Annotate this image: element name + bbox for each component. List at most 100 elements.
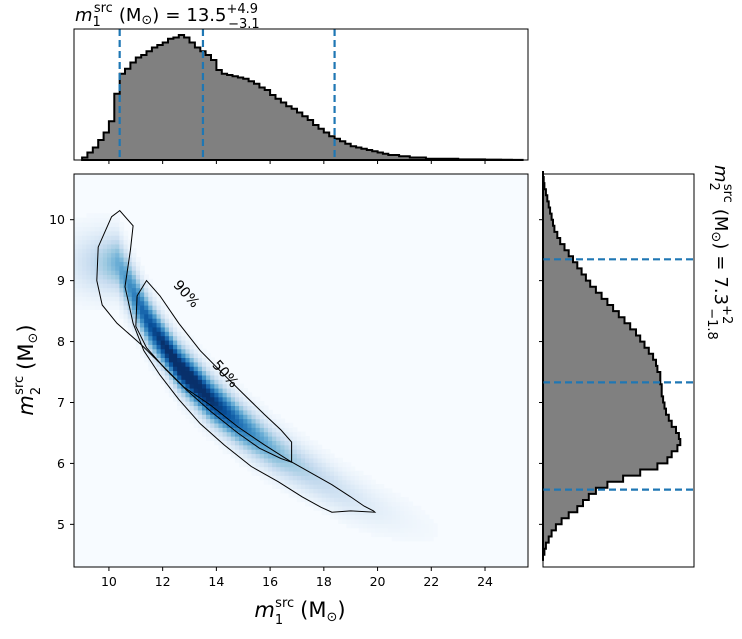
heat-cell: [222, 418, 228, 424]
heat-cell: [313, 462, 319, 468]
heat-cell: [400, 505, 405, 511]
heat-cell: [102, 291, 108, 297]
heat-cell: [239, 453, 244, 459]
heat-cell: [301, 488, 306, 494]
heat-cell: [197, 405, 203, 411]
heat-cell: [78, 300, 83, 306]
heat-cell: [160, 379, 166, 385]
heat-cell: [408, 501, 414, 507]
heat-cell: [239, 401, 244, 407]
heat-cell: [288, 479, 294, 485]
heat-cell: [210, 422, 215, 428]
heat-cell: [90, 296, 96, 302]
heat-cell: [82, 252, 87, 258]
heat-cell: [412, 518, 418, 524]
heat-cell: [230, 418, 236, 424]
heat-cell: [127, 239, 133, 245]
heat-cell: [102, 287, 108, 293]
heat-cell: [123, 230, 129, 236]
heat-cell: [119, 239, 125, 245]
heat-cell: [164, 379, 170, 385]
heat-cell: [247, 444, 253, 450]
heat-cell: [185, 357, 191, 363]
heat-cell: [263, 479, 269, 485]
heat-cell: [90, 265, 96, 271]
heat-cell: [292, 462, 298, 468]
heat-cell: [267, 470, 273, 476]
heat-cell: [123, 296, 129, 302]
heat-cell: [379, 527, 385, 533]
heat-cell: [296, 462, 302, 468]
heat-cell: [362, 497, 368, 503]
heat-cell: [168, 392, 174, 398]
heat-cell: [98, 213, 104, 219]
heat-cell: [185, 366, 191, 372]
heat-cell: [94, 287, 100, 293]
heat-cell: [391, 514, 397, 520]
heat-cell: [201, 405, 207, 411]
heat-cell: [156, 296, 162, 302]
heat-cell: [387, 527, 393, 533]
heat-cell: [115, 217, 120, 223]
heat-cell: [358, 518, 364, 524]
heat-cell: [193, 414, 199, 420]
heat-cell: [292, 436, 298, 441]
y-axis-label: m2src(M⊙): [12, 324, 44, 415]
heat-cell: [107, 226, 112, 232]
heat-cell: [111, 278, 116, 284]
heat-cell: [111, 226, 116, 232]
heat-cell: [173, 348, 178, 354]
heat-cell: [342, 475, 347, 481]
heat-cell: [94, 230, 100, 236]
heat-cell: [160, 322, 166, 328]
heat-cell: [358, 492, 364, 498]
heat-cell: [123, 274, 129, 280]
heat-cell: [288, 440, 294, 446]
heat-cell: [288, 422, 294, 428]
heat-cell: [86, 213, 92, 219]
heat-cell: [173, 353, 178, 358]
heat-cell: [284, 449, 290, 455]
heat-cell: [78, 270, 83, 276]
m1-frame: [73, 28, 529, 161]
heat-cell: [98, 217, 104, 223]
heat-cell: [177, 405, 182, 411]
heat-cell: [148, 300, 154, 306]
heat-cell: [210, 383, 215, 389]
m2-marginal-panel: m2src(M⊙)=7.3+2−1.8: [539, 165, 735, 568]
heat-cell: [177, 353, 182, 358]
heat-cell: [251, 444, 257, 450]
heat-cell: [284, 470, 290, 476]
heat-cell: [144, 313, 149, 319]
heat-cell: [177, 348, 182, 354]
heat-cell: [350, 510, 356, 516]
y-tick-label: 7: [57, 395, 65, 410]
heat-cell: [206, 387, 211, 393]
heat-cell: [140, 305, 145, 310]
heat-cell: [86, 296, 92, 302]
heat-cell: [148, 353, 154, 358]
heat-cell: [334, 492, 339, 498]
heat-cell: [181, 366, 187, 372]
heat-cell: [292, 440, 298, 446]
heat-cell: [144, 322, 149, 328]
heat-cell: [86, 230, 92, 236]
heat-cell: [350, 523, 356, 529]
heat-cell: [408, 510, 414, 516]
heat-cell: [239, 462, 244, 468]
heat-cell: [98, 256, 104, 262]
heat-cell: [181, 396, 187, 402]
heat-cell: [313, 505, 319, 511]
heat-cell: [168, 335, 174, 341]
heat-cell: [206, 357, 211, 363]
heat-cell: [82, 274, 87, 280]
m1-ticks: [108, 160, 486, 164]
heat-cell: [272, 470, 277, 476]
heat-cell: [111, 305, 116, 310]
heat-cell: [251, 409, 257, 415]
heat-cell: [102, 265, 108, 271]
heat-cell: [325, 497, 331, 503]
heat-cell: [140, 331, 145, 337]
heat-cell: [247, 396, 253, 402]
heat-cell: [367, 518, 372, 524]
